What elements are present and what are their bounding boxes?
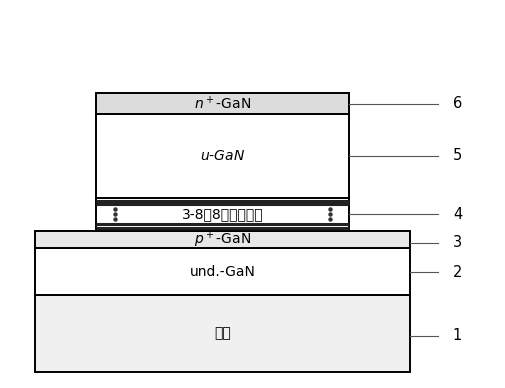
Text: 5: 5 [452,149,461,163]
Text: 6: 6 [452,97,461,111]
Text: 3: 3 [452,235,461,250]
Text: 4: 4 [452,207,461,222]
Text: $u$-GaN: $u$-GaN [199,149,245,163]
Bar [96,93,348,114]
Text: 3-8对8掺杂缓冲层: 3-8对8掺杂缓冲层 [181,207,263,222]
Bar [96,198,348,231]
Text: 2: 2 [452,265,462,280]
Bar [96,114,348,198]
Text: 1: 1 [452,328,461,343]
Bar [35,231,409,248]
Bar [35,248,409,295]
Text: $n^+$-GaN: $n^+$-GaN [194,95,250,113]
Text: 衆底: 衆底 [214,327,231,341]
Text: $p^+$-GaN: $p^+$-GaN [194,229,250,250]
Text: und.-GaN: und.-GaN [189,265,255,279]
Bar [35,295,409,372]
